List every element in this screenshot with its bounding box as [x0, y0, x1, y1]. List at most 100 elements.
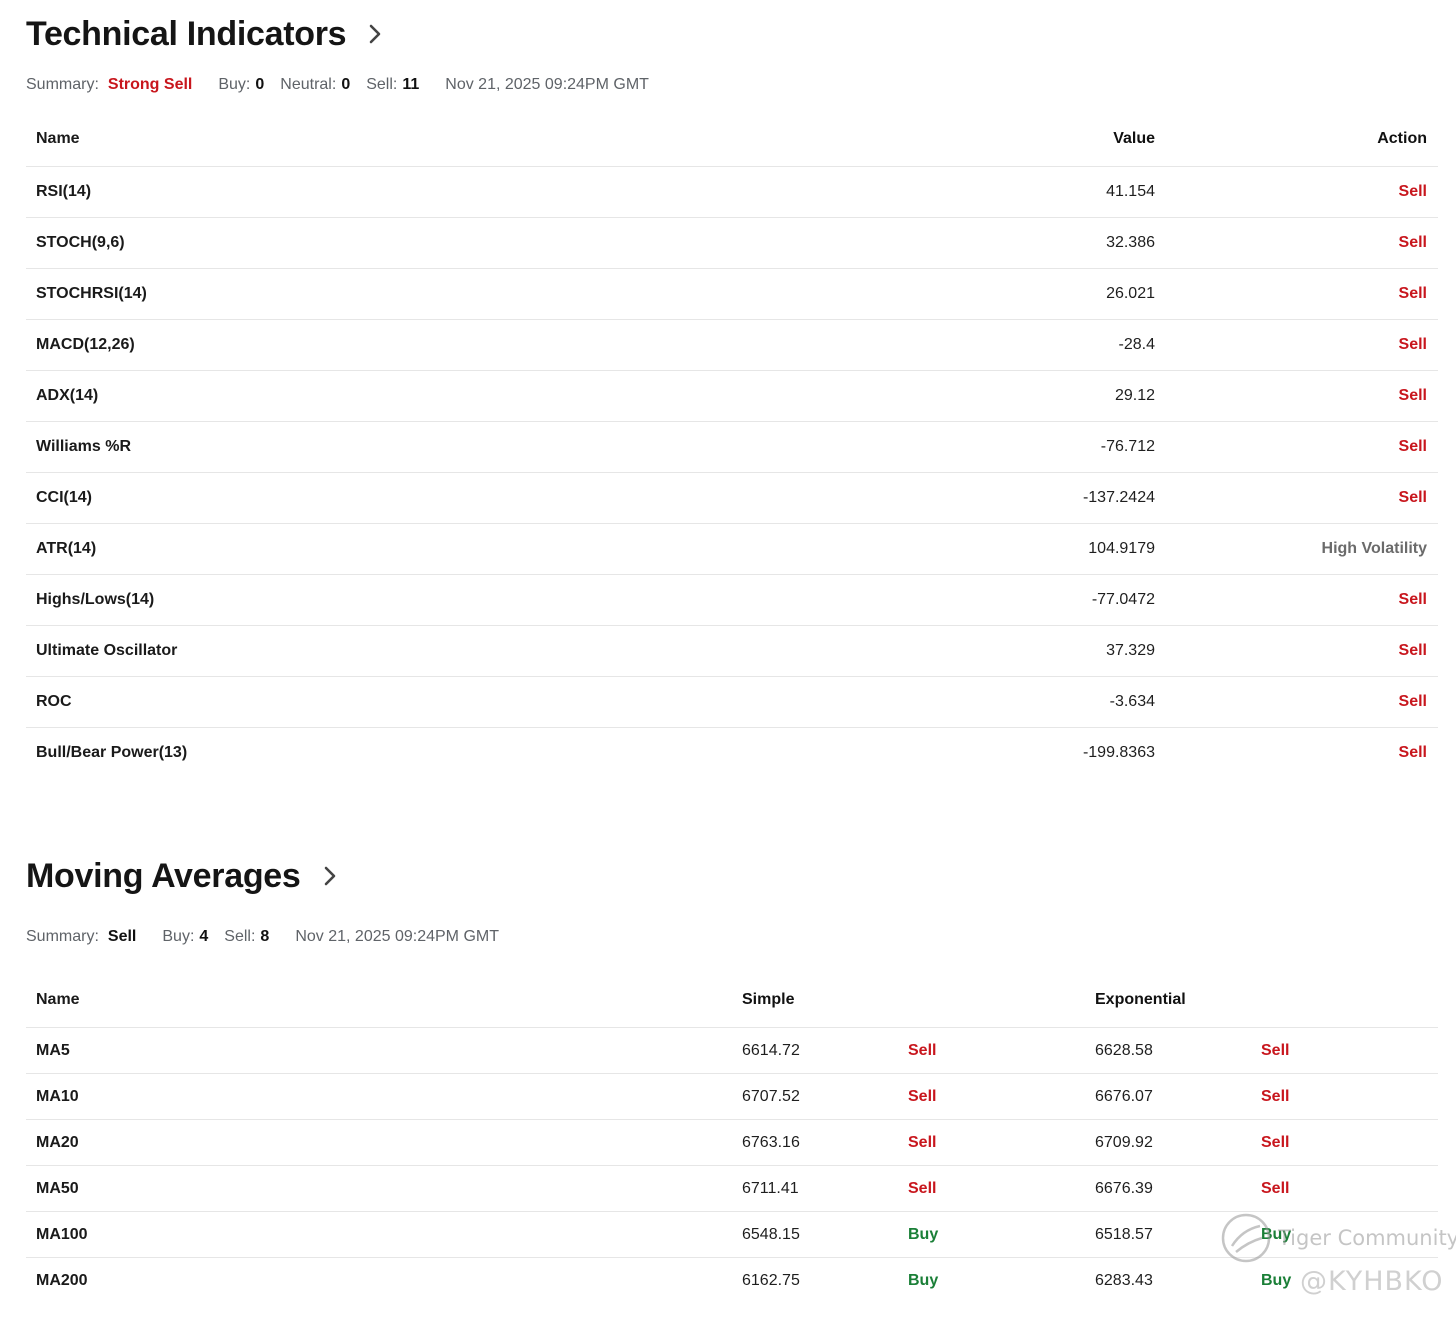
table-row[interactable]: Highs/Lows(14) -77.0472 Sell — [26, 575, 1438, 626]
ma-name: MA10 — [36, 1087, 79, 1105]
table-row[interactable]: ADX(14) 29.12 Sell — [26, 371, 1438, 422]
sell-label: Sell: — [366, 76, 398, 93]
indicator-name: MACD(12,26) — [36, 336, 135, 353]
indicator-value: -199.8363 — [1082, 744, 1155, 761]
ma-name: MA200 — [36, 1271, 88, 1289]
ma-simple-action: Sell — [908, 1041, 937, 1059]
column-header-exponential: Exponential — [1095, 990, 1186, 1008]
table-header: Name Simple Exponential — [26, 972, 1438, 1028]
indicator-action: Sell — [1398, 591, 1427, 608]
ma-exponential-action: Sell — [1261, 1087, 1290, 1105]
indicator-action: Sell — [1398, 693, 1427, 710]
column-header-name: Name — [36, 990, 80, 1008]
table-row[interactable]: RSI(14) 41.154 Sell — [26, 167, 1438, 218]
table-row[interactable]: CCI(14) -137.2424 Sell — [26, 473, 1438, 524]
ma-exponential-action: Sell — [1261, 1133, 1290, 1151]
ma-exponential-value: 6709.92 — [1095, 1133, 1153, 1151]
ma-simple-value: 6614.72 — [742, 1041, 800, 1059]
neutral-count: 0 — [341, 76, 351, 93]
indicator-name: CCI(14) — [36, 489, 93, 506]
column-header-value: Value — [1113, 129, 1155, 147]
indicator-value: -76.712 — [1100, 438, 1155, 455]
ma-exponential-action: Sell — [1261, 1041, 1290, 1059]
indicator-value: 37.329 — [1106, 642, 1155, 659]
ma-exponential-value: 6676.39 — [1095, 1179, 1153, 1197]
table-row[interactable]: MA50 6711.41 Sell 6676.39 Sell — [26, 1166, 1438, 1212]
indicator-name: RSI(14) — [36, 183, 92, 200]
ma-simple-value: 6707.52 — [742, 1087, 800, 1105]
table-row[interactable]: STOCHRSI(14) 26.021 Sell — [26, 269, 1438, 320]
technical-indicators-table: Name Value Action RSI(14) 41.154 Sell STOCH… — [26, 111, 1438, 778]
ma-exponential-value: 6283.43 — [1095, 1271, 1153, 1289]
indicator-action: Sell — [1398, 336, 1427, 353]
table-row[interactable]: STOCH(9,6) 32.386 Sell — [26, 218, 1438, 269]
indicator-name: Ultimate Oscillator — [36, 642, 178, 659]
indicator-value: 26.021 — [1106, 285, 1155, 302]
indicator-value: 41.154 — [1106, 183, 1155, 200]
column-header-action: Action — [1377, 129, 1427, 147]
sell-label: Sell: — [224, 928, 256, 945]
table-row[interactable]: MA100 6548.15 Buy 6518.57 Buy — [26, 1212, 1438, 1258]
indicator-value: 32.386 — [1106, 234, 1155, 251]
indicator-value: -77.0472 — [1091, 591, 1155, 608]
ma-exponential-action: Sell — [1261, 1179, 1290, 1197]
table-row[interactable]: Bull/Bear Power(13) -199.8363 Sell — [26, 728, 1438, 778]
ma-simple-value: 6548.15 — [742, 1225, 800, 1243]
ma-exponential-action: Buy — [1261, 1271, 1292, 1289]
table-header: Name Value Action — [26, 111, 1438, 167]
table-row[interactable]: MA200 6162.75 Buy 6283.43 Buy — [26, 1258, 1438, 1303]
summary-value: Sell — [107, 928, 137, 945]
timestamp: Nov 21, 2025 09:24PM GMT — [295, 928, 499, 945]
table-row[interactable]: MA20 6763.16 Sell 6709.92 Sell — [26, 1120, 1438, 1166]
moving-averages-summary-bar: Summary: Sell Buy: 4 Sell: 8 Nov 21, 202… — [26, 928, 499, 946]
indicator-action: Sell — [1398, 285, 1427, 302]
table-row[interactable]: Williams %R -76.712 Sell — [26, 422, 1438, 473]
ma-simple-action: Sell — [908, 1179, 937, 1197]
ma-simple-action: Sell — [908, 1087, 937, 1105]
table-row[interactable]: ATR(14) 104.9179 High Volatility — [26, 524, 1438, 575]
summary-value: Strong Sell — [107, 76, 193, 93]
buy-label: Buy: — [218, 76, 251, 93]
indicator-value: 104.9179 — [1088, 540, 1155, 557]
buy-count: 0 — [255, 76, 265, 93]
chevron-right-icon[interactable] — [323, 865, 337, 887]
indicator-name: Williams %R — [36, 438, 131, 455]
table-row[interactable]: Ultimate Oscillator 37.329 Sell — [26, 626, 1438, 677]
indicator-name: ATR(14) — [36, 540, 97, 557]
indicator-action: Sell — [1398, 438, 1427, 455]
technical-summary-bar: Summary: Strong Sell Buy: 0 Neutral: 0 S… — [26, 76, 649, 94]
ma-simple-action: Buy — [908, 1271, 939, 1289]
ma-name: MA20 — [36, 1133, 79, 1151]
indicator-action: Sell — [1398, 183, 1427, 200]
neutral-label: Neutral: — [280, 76, 337, 93]
indicator-action: Sell — [1398, 234, 1427, 251]
ma-name: MA5 — [36, 1041, 70, 1059]
indicator-action: Sell — [1398, 387, 1427, 404]
table-row[interactable]: MA5 6614.72 Sell 6628.58 Sell — [26, 1028, 1438, 1074]
ma-simple-action: Buy — [908, 1225, 939, 1243]
ma-exponential-action: Buy — [1261, 1225, 1292, 1243]
moving-averages-title[interactable]: Moving Averages — [26, 857, 301, 895]
column-header-name: Name — [36, 129, 80, 147]
indicator-name: ROC — [36, 693, 72, 710]
table-row[interactable]: MA10 6707.52 Sell 6676.07 Sell — [26, 1074, 1438, 1120]
ma-exponential-value: 6628.58 — [1095, 1041, 1153, 1059]
technical-indicators-header: Technical Indicators — [26, 17, 382, 51]
indicator-name: STOCH(9,6) — [36, 234, 125, 251]
ma-simple-value: 6711.41 — [742, 1179, 799, 1197]
indicator-name: Highs/Lows(14) — [36, 591, 155, 608]
ma-exponential-value: 6518.57 — [1095, 1225, 1153, 1243]
indicator-value: -3.634 — [1109, 693, 1155, 710]
indicator-name: STOCHRSI(14) — [36, 285, 147, 302]
indicator-name: Bull/Bear Power(13) — [36, 744, 188, 761]
chevron-right-icon[interactable] — [368, 23, 382, 45]
indicator-action: Sell — [1398, 489, 1427, 506]
ma-name: MA100 — [36, 1225, 88, 1243]
table-row[interactable]: ROC -3.634 Sell — [26, 677, 1438, 728]
indicator-action: Sell — [1398, 744, 1427, 761]
moving-averages-header: Moving Averages — [26, 859, 337, 893]
summary-label: Summary: — [26, 76, 99, 93]
table-row[interactable]: MACD(12,26) -28.4 Sell — [26, 320, 1438, 371]
ma-simple-value: 6162.75 — [742, 1271, 800, 1289]
technical-indicators-title[interactable]: Technical Indicators — [26, 15, 347, 53]
